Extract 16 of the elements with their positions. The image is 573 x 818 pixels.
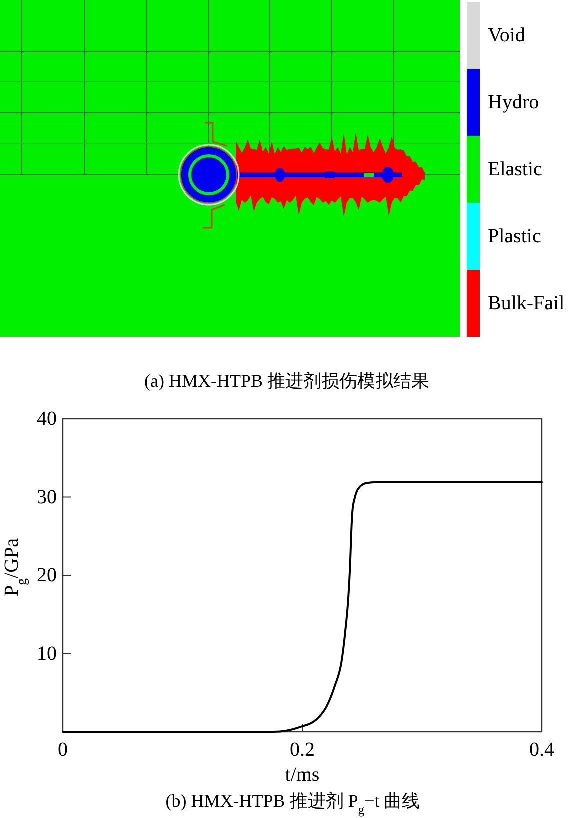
text: (b) HMX-HTPB 推进剂 P$_{g}$−t 曲线 [166,791,420,817]
x-tick-label: 0.4 [530,739,554,761]
category-label: Bulk-Fail [488,292,566,314]
category-label: Plastic [488,226,542,248]
y-tick-label: 10 [37,642,57,665]
category-label: Void [488,24,526,46]
text: (a) HMX-HTPB 推进剂损伤模拟结果 [144,371,430,391]
category-label: Hydro [488,92,540,114]
x-tick-label: 0.2 [290,739,315,761]
line-series [62,481,543,733]
y-tick-label: 20 [37,564,57,586]
x-tick-label: 0 [58,739,68,761]
category-label: Elastic [488,158,543,180]
y-tick-label: 40 [37,408,57,430]
x-axis-title: t/ms [285,764,320,786]
y-tick-label: 30 [37,486,57,508]
